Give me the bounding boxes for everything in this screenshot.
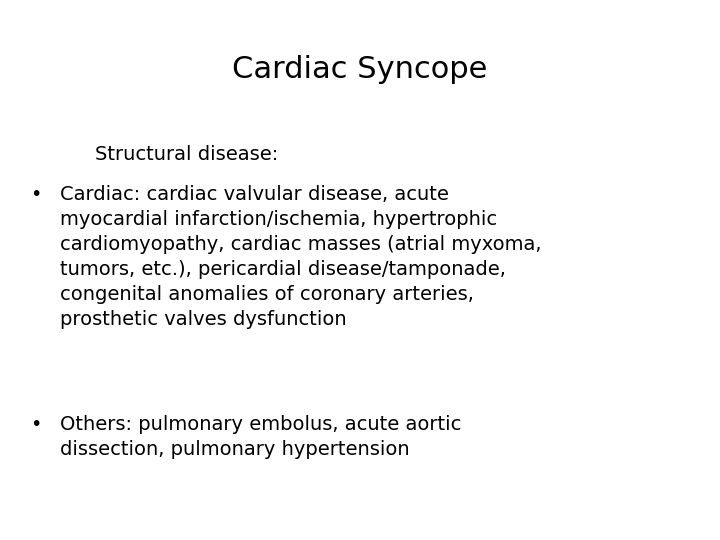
Text: Others: pulmonary embolus, acute aortic
dissection, pulmonary hypertension: Others: pulmonary embolus, acute aortic … — [60, 415, 462, 459]
Text: Cardiac: cardiac valvular disease, acute
myocardial infarction/ischemia, hypertr: Cardiac: cardiac valvular disease, acute… — [60, 185, 541, 329]
Text: Cardiac Syncope: Cardiac Syncope — [233, 55, 487, 84]
Text: Structural disease:: Structural disease: — [95, 145, 278, 164]
Text: •: • — [30, 185, 41, 204]
Text: •: • — [30, 415, 41, 434]
